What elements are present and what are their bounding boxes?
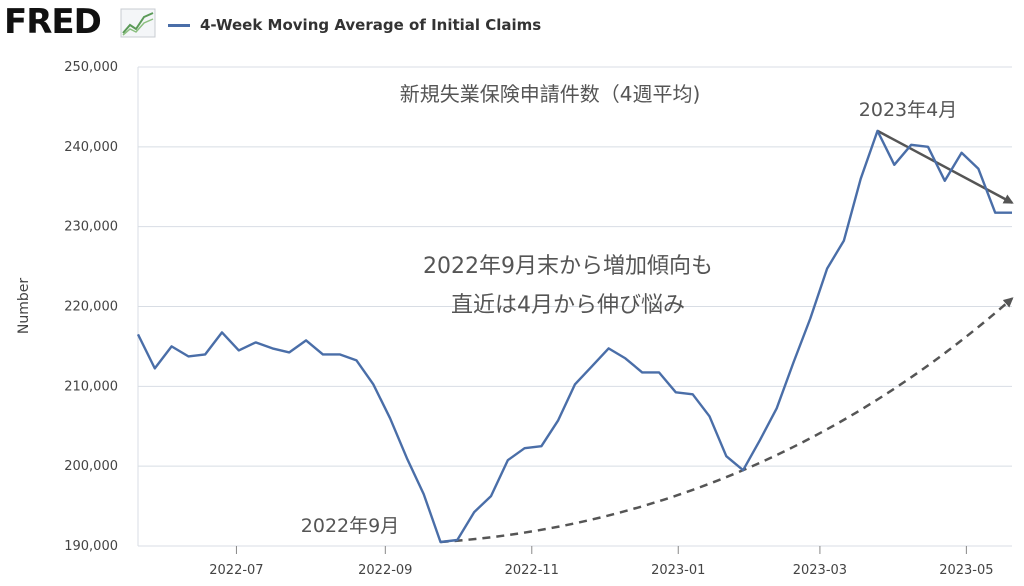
y-tick-label: 210,000 — [64, 379, 118, 394]
annotation-title: 新規失業保険申請件数（4週平均) — [400, 82, 701, 106]
series-line — [136, 129, 1012, 544]
x-tick-label: 2023-01 — [651, 563, 705, 578]
y-tick-label: 240,000 — [64, 140, 118, 155]
fred-graph-icon — [120, 8, 156, 38]
trend-lines — [440, 129, 1014, 544]
x-axis-ticks: 2022-07 2022-09 2022-11 2023-01 2023-03 2023-… — [209, 546, 994, 578]
decline-arrow — [876, 129, 1014, 204]
x-tick-label: 2023-05 — [939, 563, 993, 578]
series-line-group — [136, 129, 1012, 544]
annotation-body-line1: 2022年9月末から増加傾向も — [423, 254, 713, 279]
y-axis-ticks: 190,000 200,000 210,000 220,000 230,000 240,0… — [64, 60, 118, 554]
x-tick-label: 2022-09 — [358, 563, 412, 578]
y-axis-label: Number — [16, 278, 32, 334]
x-tick-label: 2023-03 — [793, 563, 847, 578]
y-tick-label: 250,000 — [64, 60, 118, 75]
y-tick-label: 190,000 — [64, 539, 118, 554]
annotation-peak: 2023年4月 — [859, 99, 957, 121]
y-tick-label: 230,000 — [64, 220, 118, 235]
y-tick-label: 220,000 — [64, 300, 118, 315]
header: FRED 4-Week Moving Average of Initial Cl… — [0, 0, 1024, 50]
fred-logo[interactable]: FRED — [4, 2, 102, 42]
legend: 4-Week Moving Average of Initial Claims — [168, 13, 541, 37]
annotation-low: 2022年9月 — [301, 515, 399, 537]
x-tick-label: 2022-07 — [209, 563, 263, 578]
y-tick-label: 200,000 — [64, 459, 118, 474]
legend-swatch — [168, 23, 190, 27]
rising-trend-arrow — [440, 297, 1014, 544]
legend-label: 4-Week Moving Average of Initial Claims — [200, 16, 542, 34]
x-tick-label: 2022-11 — [505, 563, 559, 578]
annotation-body-line2: 直近は4月から伸び悩み — [451, 293, 685, 318]
annotations: 新規失業保険申請件数（4週平均) 2023年4月 2022年9月末から増加傾向も直近… — [301, 82, 957, 537]
